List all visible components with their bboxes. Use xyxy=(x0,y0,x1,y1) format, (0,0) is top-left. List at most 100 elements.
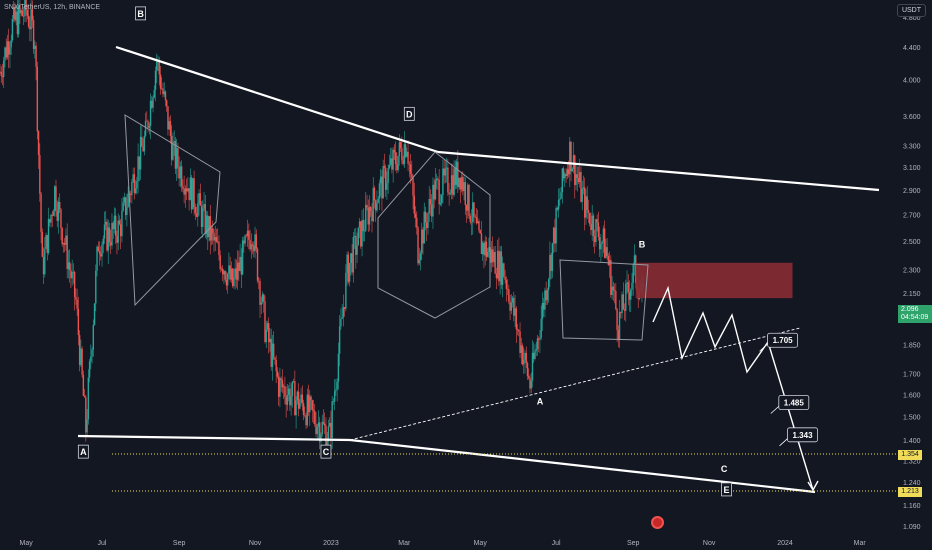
triangle-pattern xyxy=(124,114,221,307)
candle-body xyxy=(564,174,566,179)
candle-body xyxy=(409,164,412,174)
candle-body xyxy=(70,270,72,279)
candle-body xyxy=(338,326,341,354)
candle-body xyxy=(482,243,484,255)
x-tick-label: Jul xyxy=(98,540,107,547)
candle-body xyxy=(127,193,129,208)
y-tick-label: 1.320 xyxy=(903,458,921,465)
candle-body xyxy=(22,15,25,17)
candle-body xyxy=(106,221,108,251)
x-tick-label: Nov xyxy=(703,540,716,547)
candle-body xyxy=(292,381,295,382)
candle-body xyxy=(444,168,447,176)
candle-body xyxy=(282,386,285,388)
wave-labels: B D B A A C C E 1.705 1.485 1.343 xyxy=(77,6,818,497)
candle-body xyxy=(100,253,102,257)
x-tick-label: May xyxy=(474,540,488,547)
candle-body xyxy=(524,352,526,360)
candle-body xyxy=(136,181,138,189)
candle-body xyxy=(204,204,206,234)
candle-body xyxy=(490,249,493,263)
candle-body xyxy=(488,247,490,252)
candle-body xyxy=(80,348,82,365)
candle-body xyxy=(551,243,554,271)
candle-body xyxy=(399,142,402,149)
candle-body xyxy=(437,178,439,180)
candle-body xyxy=(391,158,393,170)
candle-body xyxy=(429,199,432,205)
candle-body xyxy=(419,253,422,260)
candle-body xyxy=(454,168,457,185)
candle-body xyxy=(266,323,269,330)
candle-body xyxy=(68,262,71,271)
candle-body xyxy=(356,245,358,255)
candle-body xyxy=(15,11,17,21)
candle-body xyxy=(453,168,455,195)
candle-body xyxy=(314,411,316,424)
candle-body xyxy=(115,215,117,237)
candle-body xyxy=(281,379,284,388)
candle-body xyxy=(439,202,442,205)
candle-body xyxy=(54,186,56,212)
target-box xyxy=(778,395,810,410)
candle-body xyxy=(10,40,12,48)
candle-body xyxy=(37,131,40,156)
price-axis[interactable]: 4.800 4.400 4.000 3.600 3.300 3.100 2.900 2.700… xyxy=(897,0,932,550)
candle-body xyxy=(35,45,37,67)
candle-body xyxy=(110,242,112,246)
candle-body xyxy=(199,193,202,206)
candle-body xyxy=(438,179,440,205)
candle-body xyxy=(348,262,351,282)
candle-body xyxy=(300,394,302,403)
wave-label-box xyxy=(77,444,89,459)
candle-body xyxy=(147,121,149,128)
candle-body xyxy=(139,136,142,170)
candle-body xyxy=(233,277,235,287)
candle-body xyxy=(29,26,31,30)
currency-button[interactable]: USDT xyxy=(896,4,926,17)
candle-body xyxy=(294,381,296,416)
tradingview-logo-icon[interactable] xyxy=(651,516,664,529)
candle-body xyxy=(365,204,367,231)
candle-body xyxy=(208,216,210,238)
candle-body xyxy=(531,352,534,381)
candle-body xyxy=(326,441,328,449)
candle-body xyxy=(123,197,126,203)
candle-body xyxy=(144,120,147,136)
time-axis[interactable]: May Jul Sep Nov 2023 Mar May Jul Sep Nov 2024 Mar xyxy=(20,540,867,547)
candle-body xyxy=(95,270,97,304)
candle-body xyxy=(468,184,470,217)
candle-body xyxy=(556,208,559,210)
candle-body xyxy=(336,381,338,390)
candle-body xyxy=(584,187,586,218)
y-tick-label: 4.800 xyxy=(903,15,921,22)
candle-body xyxy=(547,279,550,290)
candle-body xyxy=(426,222,428,229)
candle-body xyxy=(291,381,294,397)
candle-body xyxy=(479,230,481,234)
candle-body xyxy=(202,208,204,227)
candle-body xyxy=(377,198,379,204)
candle-body xyxy=(72,271,75,273)
x-tick-label: May xyxy=(20,540,34,547)
candle-body xyxy=(427,213,429,229)
candle-body xyxy=(226,273,229,286)
candle-body xyxy=(149,100,152,126)
candle-body xyxy=(50,214,52,223)
candle-body xyxy=(530,380,532,389)
candle-body xyxy=(71,272,73,279)
candle-body xyxy=(167,106,169,130)
candle-body xyxy=(375,200,377,211)
candle-body xyxy=(86,419,88,433)
candle-body xyxy=(166,100,168,107)
candle-body xyxy=(581,188,583,202)
candle-body xyxy=(75,296,77,300)
candle-body xyxy=(307,394,310,413)
symbol-title: SNX/TetherUS, 12h, BINANCE xyxy=(4,4,101,11)
candle-body xyxy=(113,215,116,230)
candle-body xyxy=(503,263,505,277)
candle-body xyxy=(328,423,331,427)
x-tick-label: Mar xyxy=(398,540,411,547)
candle-body xyxy=(401,148,403,161)
